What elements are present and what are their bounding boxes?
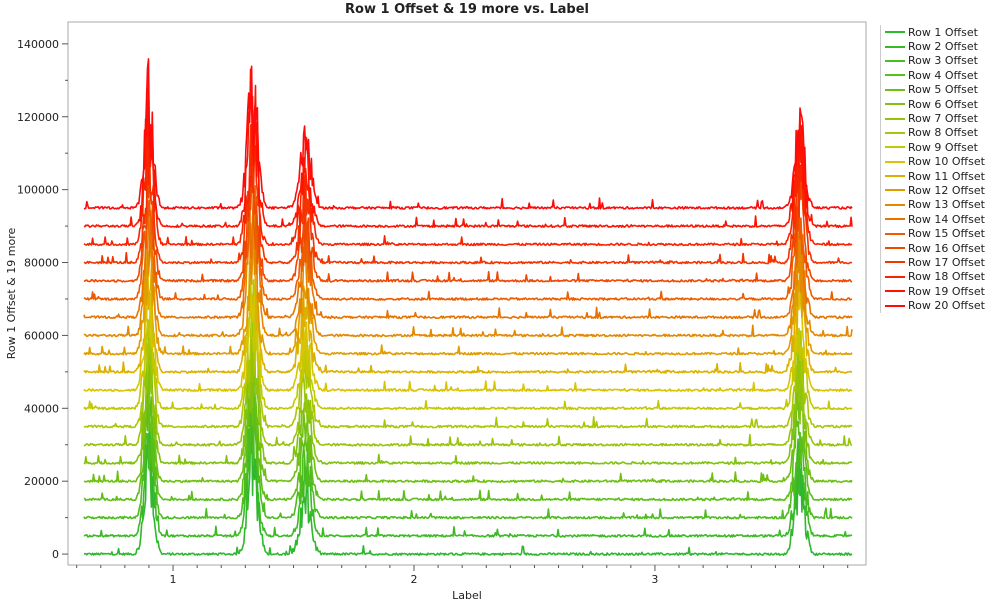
legend-label: Row 18 Offset	[908, 270, 985, 284]
y-tick-label: 80000	[24, 257, 59, 270]
x-axis-label: Label	[452, 589, 482, 602]
x-tick-label: 1	[170, 573, 177, 586]
legend-item[interactable]: Row 20 Offset	[885, 298, 985, 312]
series-line-row-10	[83, 276, 853, 393]
legend-item[interactable]: Row 14 Offset	[885, 212, 985, 226]
legend-label: Row 9 Offset	[908, 140, 978, 154]
legend-label: Row 17 Offset	[908, 255, 985, 269]
legend-swatch	[885, 103, 905, 106]
legend-label: Row 4 Offset	[908, 68, 978, 82]
y-tick-label: 120000	[17, 111, 59, 124]
legend-swatch	[885, 160, 905, 163]
series-line-row-14	[83, 185, 853, 320]
legend-item[interactable]: Row 1 Offset	[885, 25, 985, 39]
legend-label: Row 8 Offset	[908, 126, 978, 140]
legend-swatch	[885, 275, 905, 278]
legend-swatch	[885, 117, 905, 120]
legend-swatch	[885, 203, 905, 206]
legend-item[interactable]: Row 3 Offset	[885, 54, 985, 68]
legend-item[interactable]: Row 15 Offset	[885, 226, 985, 240]
legend-label: Row 20 Offset	[908, 299, 985, 313]
legend-item[interactable]: Row 13 Offset	[885, 198, 985, 212]
legend-swatch	[885, 189, 905, 192]
series-line-row-11	[83, 222, 853, 374]
legend-label: Row 1 Offset	[908, 25, 978, 39]
legend-item[interactable]: Row 9 Offset	[885, 140, 985, 154]
chart-plot: 0 20000 40000 60000 80000 100000 120000 140000 1…	[5, 21, 867, 602]
series-line-row-5	[83, 359, 853, 484]
y-tick-label: 140000	[17, 38, 59, 51]
series-line-row-19	[83, 68, 853, 228]
legend-swatch	[885, 232, 905, 235]
legend-swatch	[885, 31, 905, 34]
legend-label: Row 11 Offset	[908, 169, 985, 183]
legend-item[interactable]: Row 18 Offset	[885, 270, 985, 284]
legend-swatch	[885, 247, 905, 250]
series-line-row-13	[83, 177, 853, 338]
legend-item[interactable]: Row 17 Offset	[885, 255, 985, 269]
legend-item[interactable]: Row 2 Offset	[885, 39, 985, 53]
legend-swatch	[885, 59, 905, 62]
series-line-row-2	[83, 392, 853, 538]
y-axis-label: Row 1 Offset & 19 more	[5, 228, 18, 360]
legend-swatch	[885, 175, 905, 178]
legend-label: Row 10 Offset	[908, 155, 985, 169]
legend-item[interactable]: Row 11 Offset	[885, 169, 985, 183]
y-tick-label: 20000	[24, 475, 59, 488]
legend-label: Row 14 Offset	[908, 212, 985, 226]
series-line-row-7	[83, 292, 852, 447]
legend-swatch	[885, 45, 905, 48]
y-tick-label: 0	[52, 548, 59, 561]
legend-item[interactable]: Row 16 Offset	[885, 241, 985, 255]
legend: Row 1 Offset Row 2 Offset Row 3 Offset Row …	[880, 25, 985, 313]
legend-item[interactable]: Row 7 Offset	[885, 111, 985, 125]
legend-label: Row 7 Offset	[908, 112, 978, 126]
legend-label: Row 15 Offset	[908, 227, 985, 241]
legend-label: Row 12 Offset	[908, 183, 985, 197]
legend-label: Row 2 Offset	[908, 40, 978, 54]
y-tick-label: 40000	[24, 402, 59, 415]
series-line-row-9	[83, 266, 853, 411]
series-line-row-15	[83, 138, 853, 301]
series-line-row-17	[83, 124, 853, 265]
legend-item[interactable]: Row 12 Offset	[885, 183, 985, 197]
legend-swatch	[885, 290, 905, 293]
legend-item[interactable]: Row 4 Offset	[885, 68, 985, 82]
series-line-row-6	[83, 333, 853, 465]
legend-item[interactable]: Row 19 Offset	[885, 284, 985, 298]
legend-label: Row 16 Offset	[908, 241, 985, 255]
legend-swatch	[885, 261, 905, 264]
plot-frame	[67, 21, 867, 566]
legend-label: Row 6 Offset	[908, 97, 978, 111]
legend-swatch	[885, 146, 905, 149]
series-line-row-20	[83, 58, 853, 210]
x-tick-label: 2	[410, 573, 417, 586]
x-tick-label: 3	[651, 573, 658, 586]
series-line-row-1	[83, 414, 853, 557]
legend-swatch	[885, 304, 905, 307]
series-line-row-4	[83, 356, 853, 502]
y-tick-label: 60000	[24, 329, 59, 342]
legend-item[interactable]: Row 6 Offset	[885, 97, 985, 111]
chart-title: Row 1 Offset & 19 more vs. Label	[345, 2, 589, 17]
legend-label: Row 5 Offset	[908, 83, 978, 97]
legend-swatch	[885, 88, 905, 91]
legend-item[interactable]: Row 5 Offset	[885, 83, 985, 97]
series-line-row-12	[83, 219, 853, 356]
legend-item[interactable]: Row 10 Offset	[885, 155, 985, 169]
legend-swatch	[885, 131, 905, 134]
series-line-row-8	[83, 279, 853, 429]
legend-swatch	[885, 74, 905, 77]
series-line-row-16	[83, 144, 853, 283]
legend-swatch	[885, 218, 905, 221]
legend-label: Row 19 Offset	[908, 284, 985, 298]
series-line-row-3	[83, 366, 853, 520]
legend-label: Row 3 Offset	[908, 54, 978, 68]
legend-label: Row 13 Offset	[908, 198, 985, 212]
series-line-row-18	[83, 95, 853, 247]
y-tick-label: 100000	[17, 184, 59, 197]
legend-item[interactable]: Row 8 Offset	[885, 126, 985, 140]
